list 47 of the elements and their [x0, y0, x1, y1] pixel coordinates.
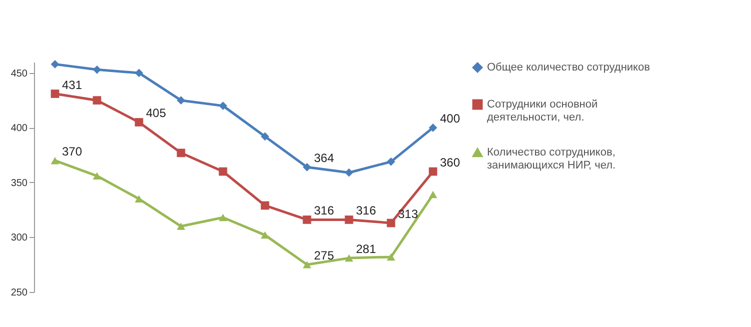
y-tick-label: 250: [10, 288, 28, 298]
point: [134, 118, 144, 126]
y-tick-label: 350: [10, 178, 28, 189]
point: [260, 231, 270, 239]
data-label: 370: [62, 144, 82, 159]
data-label: 360: [440, 156, 460, 170]
point: [218, 102, 228, 110]
point: [176, 96, 186, 105]
point: [260, 201, 270, 210]
point: [50, 156, 60, 164]
data-label: 316: [356, 204, 376, 218]
point: [428, 124, 438, 132]
point: [218, 167, 228, 176]
point: [176, 148, 186, 158]
y-tick-label: 450: [10, 68, 28, 80]
data-label: 275: [314, 248, 334, 263]
legend-label: Сотрудники основной деятельности, чел.: [487, 98, 598, 124]
data-label: 405: [146, 106, 166, 120]
point: [344, 216, 354, 224]
point: [302, 162, 312, 172]
point: [344, 168, 354, 177]
point: [428, 167, 438, 176]
point: [50, 60, 60, 68]
point: [428, 190, 438, 198]
data-label: 316: [314, 204, 334, 218]
point: [386, 253, 396, 261]
point: [386, 157, 396, 166]
point: [92, 172, 102, 180]
point: [218, 214, 228, 222]
data-label: 400: [440, 112, 460, 126]
point: [302, 216, 312, 224]
point: [176, 222, 186, 230]
point: [302, 260, 312, 268]
data-label: 281: [356, 242, 376, 256]
point: [344, 254, 354, 262]
data-label: 364: [314, 151, 334, 166]
point: [92, 65, 102, 74]
y-tick-label: 400: [10, 123, 28, 134]
point: [92, 96, 102, 105]
y-tick-label: 300: [10, 232, 28, 244]
point: [260, 132, 270, 141]
data-label: 431: [62, 78, 82, 92]
legend-label: Общее количество сотрудников: [487, 62, 650, 74]
legend-label: Количество сотрудников, занимающихся НИР, чел.: [487, 146, 616, 172]
point: [386, 218, 396, 228]
point: [134, 68, 144, 78]
point: [50, 90, 60, 98]
